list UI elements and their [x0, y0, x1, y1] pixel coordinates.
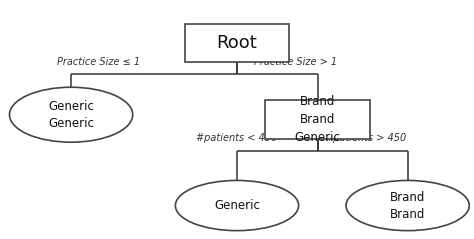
Text: Generic
Generic: Generic Generic — [48, 100, 94, 130]
Text: Practice Size ≤ 1: Practice Size ≤ 1 — [57, 57, 140, 67]
FancyBboxPatch shape — [265, 100, 370, 139]
FancyBboxPatch shape — [185, 24, 289, 62]
Text: #patients < 450: #patients < 450 — [196, 133, 277, 143]
Text: Generic: Generic — [214, 199, 260, 212]
Text: Root: Root — [217, 34, 257, 52]
Ellipse shape — [175, 180, 299, 231]
Text: Brand
Brand
Generic: Brand Brand Generic — [295, 95, 340, 144]
Text: Practice Size > 1: Practice Size > 1 — [254, 57, 337, 67]
Ellipse shape — [346, 180, 469, 231]
Text: #patients > 450: #patients > 450 — [325, 133, 406, 143]
Text: Brand
Brand: Brand Brand — [390, 190, 425, 221]
Ellipse shape — [9, 87, 133, 142]
